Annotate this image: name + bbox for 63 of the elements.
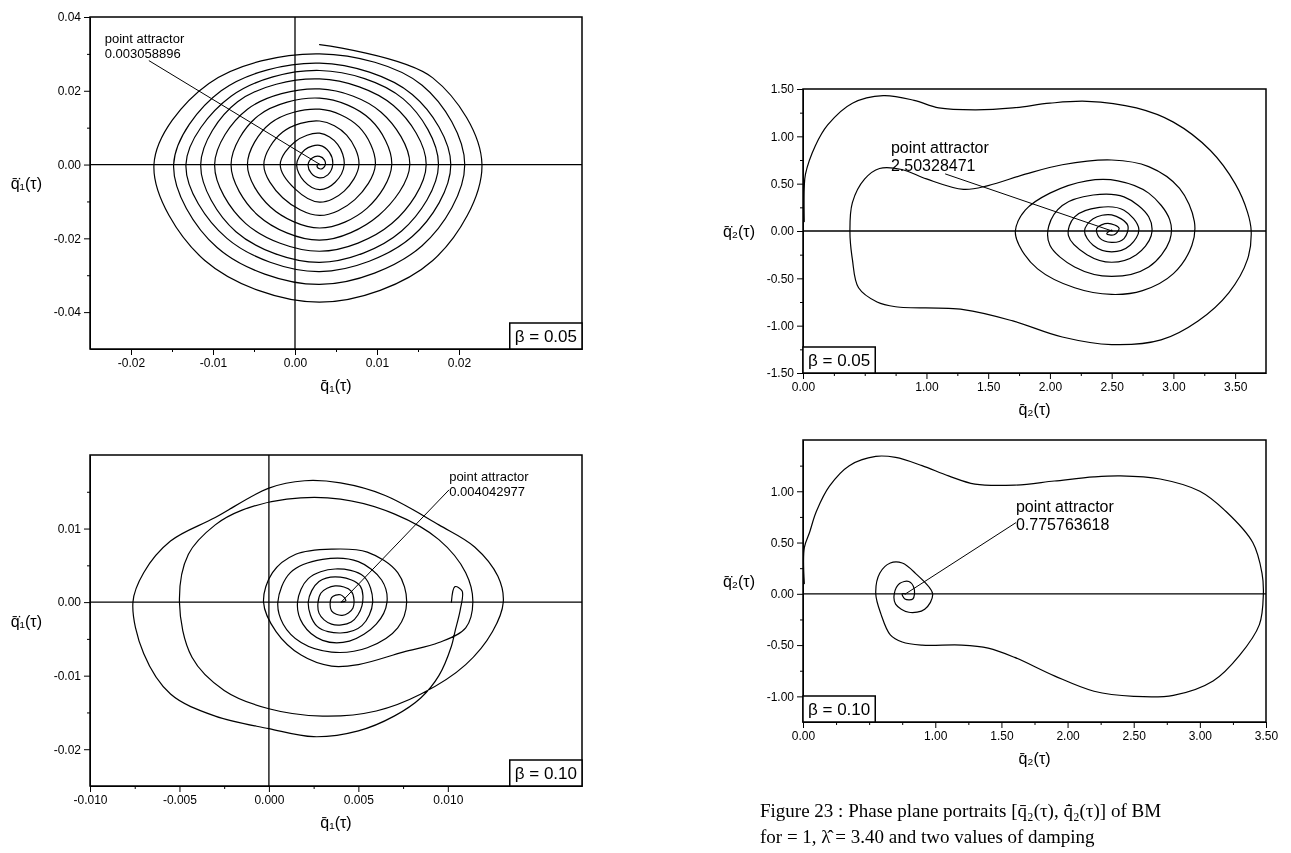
x-tick-label: 3.00 <box>1162 379 1186 394</box>
x-tick-label: 0.00 <box>283 355 308 370</box>
annotation: point attractor 0.775763618 <box>1015 498 1115 533</box>
annotation: point attractor 2.50328471 <box>890 139 990 174</box>
y-tick-label: 0.50 <box>770 535 795 550</box>
y-tick-label: 0.00 <box>57 157 82 172</box>
x-tick-label: 2.50 <box>1100 379 1125 394</box>
y-tick-label: 0.00 <box>770 224 795 239</box>
y-tick-label: -1.50 <box>766 366 795 381</box>
x-tick-label: -0.01 <box>199 355 228 370</box>
y-tick-label: 0.50 <box>770 177 795 192</box>
annotation: β = 0.10 <box>514 764 577 783</box>
x-tick-label: 2.00 <box>1056 728 1081 743</box>
x-tick-label: 1.00 <box>915 379 939 394</box>
x-axis-title: q̄₁(τ) <box>320 814 352 831</box>
y-tick-label: 0.04 <box>57 10 82 25</box>
annotation: β = 0.05 <box>514 327 577 346</box>
x-tick-label: 0.010 <box>433 792 464 807</box>
y-tick-label: 0.02 <box>57 84 82 99</box>
x-axis-title: q̄₁(τ) <box>320 377 352 394</box>
x-tick-label: -0.010 <box>73 792 108 807</box>
y-tick-label: -1.00 <box>766 689 795 704</box>
x-tick-label: 3.50 <box>1223 379 1248 394</box>
caption: Figure 23 : Phase plane portraits [q̄₂(τ), q̄̇₂(τ)] of BM <box>760 800 1162 822</box>
y-tick-label: 1.50 <box>770 82 795 97</box>
x-tick-label: 0.00 <box>791 379 816 394</box>
y-tick-label: -1.00 <box>766 319 795 334</box>
y-tick-label: 0.00 <box>57 595 82 610</box>
y-tick-label: -0.02 <box>53 231 82 246</box>
y-tick-label: 1.00 <box>770 129 795 144</box>
y-tick-label: -0.50 <box>766 638 795 653</box>
x-tick-label: -0.02 <box>117 355 146 370</box>
y-tick-label: 1.00 <box>770 484 795 499</box>
y-axis-title: q̄̇₁(τ) <box>10 175 42 192</box>
x-tick-label: 0.00 <box>791 728 816 743</box>
x-axis-title: q̄₂(τ) <box>1018 750 1051 767</box>
x-axis-title: q̄₂(τ) <box>1018 401 1051 418</box>
x-tick-label: 0.005 <box>343 792 375 807</box>
x-tick-label: 1.50 <box>990 728 1014 743</box>
y-tick-label: -0.01 <box>53 669 82 684</box>
annotation: point attractor 0.004042977 <box>449 469 530 499</box>
y-tick-label: -0.02 <box>53 742 82 757</box>
y-axis-title: q̄̇₁(τ) <box>10 612 42 630</box>
y-tick-label: 0.00 <box>770 587 795 602</box>
annotation: β = 0.05 <box>808 351 871 370</box>
annotation: point attractor 0.003058896 <box>104 31 185 61</box>
x-tick-label: -0.005 <box>162 792 198 807</box>
x-tick-label: 2.00 <box>1038 379 1063 394</box>
x-tick-label: 3.00 <box>1188 728 1213 743</box>
annotation: β = 0.10 <box>808 700 871 719</box>
x-tick-label: 2.50 <box>1122 728 1147 743</box>
x-tick-label: 0.02 <box>447 355 472 370</box>
x-tick-label: 3.50 <box>1254 728 1279 743</box>
y-tick-label: 0.01 <box>57 521 82 536</box>
x-tick-label: 1.50 <box>977 379 1001 394</box>
text: for = 1, λ̂ = 3.40 and two values of damping <box>760 826 1096 847</box>
y-axis-title: q̄̇₂(τ) <box>722 223 755 240</box>
x-tick-label: 1.00 <box>924 728 948 743</box>
y-axis-title: q̄̇₂(τ) <box>722 573 755 590</box>
y-tick-label: -0.04 <box>53 305 82 320</box>
x-tick-label: 0.01 <box>365 355 390 370</box>
y-tick-label: -0.50 <box>766 271 795 286</box>
x-tick-label: 0.000 <box>254 792 285 807</box>
